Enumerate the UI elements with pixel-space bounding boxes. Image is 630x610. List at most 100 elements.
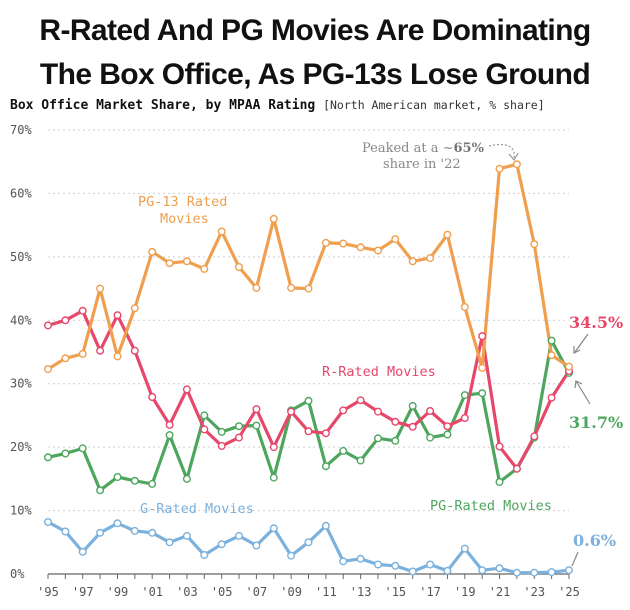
g-data-point [287, 551, 296, 560]
pg-data-point [269, 473, 278, 482]
x-tick-label: '15 [384, 585, 406, 599]
r-data-point [321, 429, 330, 438]
g-data-point [130, 526, 139, 535]
g-data-point [148, 528, 157, 537]
r-data-point [217, 441, 226, 450]
g-data-point [61, 527, 70, 536]
r-end-arrow [574, 333, 589, 353]
g-data-point [200, 551, 209, 560]
r-data-point [200, 425, 209, 434]
pg13-data-point [96, 284, 105, 293]
r-data-point [391, 417, 400, 426]
pg13-data-point [61, 354, 70, 363]
r-data-point [148, 393, 157, 402]
peak-annotation-line-1: Peaked at a ~65% [362, 141, 485, 156]
r-data-point [547, 393, 556, 402]
pg-data-point [304, 396, 313, 405]
pg13-data-point [234, 263, 243, 272]
pg-data-point [217, 427, 226, 436]
pg13-data-point [512, 160, 521, 169]
peak-annotation-line-2: share in '22 [383, 157, 461, 172]
r-data-point [495, 442, 504, 451]
y-tick-label: 50% [10, 250, 32, 264]
y-tick-label: 30% [10, 377, 32, 391]
x-tick-label: '03 [176, 585, 198, 599]
r-data-point [61, 316, 70, 325]
x-tick-label: '95 [37, 585, 59, 599]
g-data-point [565, 566, 574, 575]
g-data-point [443, 566, 452, 575]
x-tick-label: '11 [315, 585, 337, 599]
g-data-point [512, 568, 521, 577]
annotations: PG-13 Rated Movies R-Rated Movies PG-Rat… [138, 141, 623, 567]
pg13-data-point [356, 243, 365, 252]
pg13-data-point [547, 351, 556, 360]
pg13-data-point [408, 257, 417, 266]
g-series-line [46, 520, 571, 575]
chart-subtitle: Box Office Market Share, by MPAA Rating … [10, 98, 545, 113]
g-data-point [113, 519, 122, 528]
x-axis: '95 '97 '99 '01 '03 '05 '07 '09 '11 '13 '15 '17 '19 '… [37, 574, 580, 599]
r-data-point [182, 385, 191, 394]
x-tick-label: '17 [419, 585, 441, 599]
peak-annotation-value: 65% [454, 141, 485, 156]
pg-data-point [547, 336, 556, 345]
pg-data-point [443, 430, 452, 439]
pg-data-point [339, 446, 348, 455]
x-tick-label: '01 [141, 585, 163, 599]
pg13-data-point [217, 227, 226, 236]
pg-data-point [426, 433, 435, 442]
g-data-point [234, 531, 243, 540]
pg-data-point [113, 473, 122, 482]
r-data-point [530, 432, 539, 441]
pg-data-point [61, 449, 70, 458]
y-tick-label: 60% [10, 186, 32, 200]
g-data-point [339, 557, 348, 566]
pg13-data-point [530, 240, 539, 249]
x-tick-label: '05 [211, 585, 233, 599]
g-data-point [408, 567, 417, 576]
g-data-point [356, 554, 365, 563]
r-data-point [287, 407, 296, 416]
pg13-series-label-line-1: PG-13 Rated [138, 194, 227, 210]
r-data-point [44, 321, 53, 330]
r-data-point [269, 443, 278, 452]
pg13-data-point [200, 264, 209, 273]
g-end-value: 0.6% [573, 531, 616, 550]
g-data-point [44, 518, 53, 527]
g-data-point [321, 521, 330, 530]
g-data-point [374, 560, 383, 569]
g-data-point [269, 524, 278, 533]
g-data-point [252, 541, 261, 550]
r-data-point [460, 414, 469, 423]
pg13-data-point [113, 352, 122, 361]
y-tick-label: 0% [10, 567, 25, 581]
x-tick-label: '07 [246, 585, 268, 599]
r-data-point [304, 427, 313, 436]
x-tick-label: '97 [72, 585, 94, 599]
g-data-point [478, 566, 487, 575]
y-axis-ticks: 0% 10% 20% 30% 40% 50% 60% 70% [10, 123, 32, 581]
pg13-data-point [460, 303, 469, 312]
peak-arrow-head [508, 152, 519, 162]
y-tick-label: 20% [10, 440, 32, 454]
pg-end-arrow [575, 380, 591, 405]
pg13-data-point [565, 362, 574, 371]
subtitle-note: [North American market, % share] [323, 98, 545, 112]
pg-data-point [148, 479, 157, 488]
x-tick-label: '99 [107, 585, 129, 599]
pg13-data-point [374, 246, 383, 255]
pg13-series-label-line-2: Movies [160, 211, 209, 227]
r-data-point [426, 407, 435, 416]
g-data-point [78, 547, 87, 556]
pg13-series-line [46, 162, 571, 371]
pg13-data-point [443, 230, 452, 239]
g-data-point [182, 531, 191, 540]
pg13-data-point [321, 238, 330, 247]
pg-data-point [460, 391, 469, 400]
r-series-label: R-Rated Movies [322, 364, 436, 380]
g-data-point [304, 538, 313, 547]
pg-data-point [495, 478, 504, 487]
